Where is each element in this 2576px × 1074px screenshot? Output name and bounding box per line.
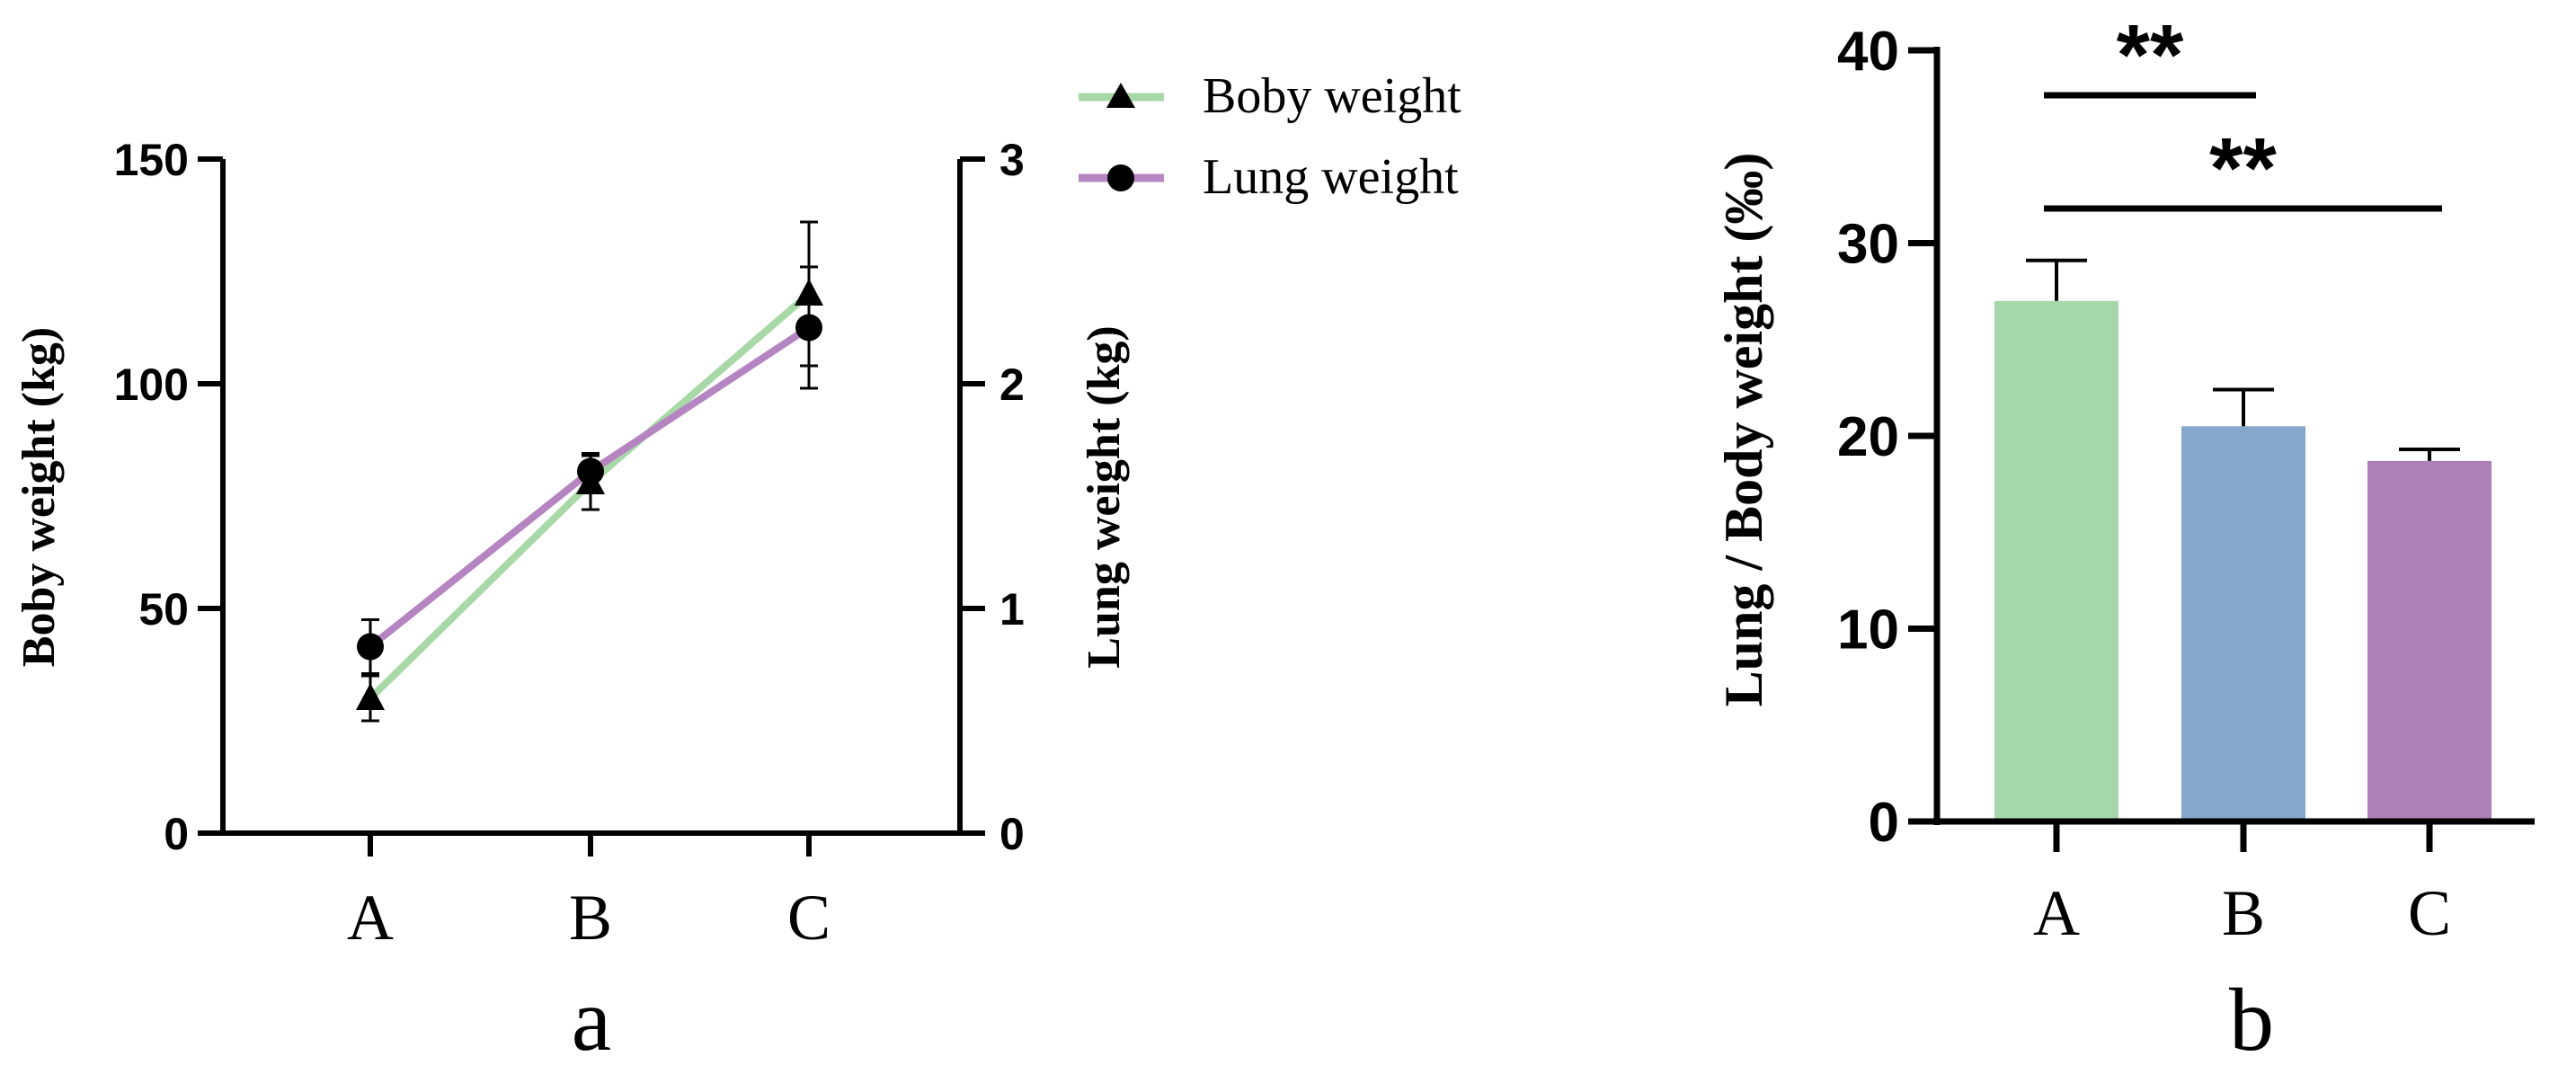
panel-b-bar-chart: 0 10 20 30 40 A B C ** ** Lung / Body weight (‰… <box>1714 7 2535 1070</box>
data-point-boby-weight <box>356 683 385 710</box>
bar-y-ticks: 0 10 20 30 40 <box>1837 21 1937 854</box>
data-point-boby-weight <box>795 279 823 306</box>
bar-y-tick-label: 10 <box>1837 599 1899 661</box>
bar-x-tick-label-b: B <box>2222 877 2265 949</box>
bar-x-ticks: A B C <box>2033 821 2451 949</box>
right-y-tick-label: 3 <box>999 135 1025 185</box>
right-y-ticks: 0 1 2 3 <box>960 135 1025 859</box>
bar-a <box>1994 300 2119 822</box>
x-tick-label-b: B <box>569 882 612 954</box>
right-y-tick-label: 1 <box>999 584 1025 635</box>
panel-label-b: b <box>2229 970 2274 1070</box>
bar-x-tick-label-a: A <box>2033 877 2080 949</box>
bar-y-tick-label: 30 <box>1837 214 1899 276</box>
bar-x-tick-label-c: C <box>2408 877 2451 949</box>
panel-a-line-chart: 0 50 100 150 0 1 2 3 A B C Boby weight (kg) Lung… <box>13 68 1461 1070</box>
left-y-tick-label: 50 <box>138 584 189 635</box>
significance-label: ** <box>2117 7 2184 103</box>
x-tick-label-c: C <box>787 882 831 954</box>
x-ticks: A B C <box>347 833 831 954</box>
left-y-ticks: 0 50 100 150 <box>114 135 223 859</box>
bars <box>1994 300 2492 822</box>
data-point-lung-weight <box>357 633 384 661</box>
left-y-axis-title: Boby weight (kg) <box>13 327 65 667</box>
legend-label-lung-weight: Lung weight <box>1203 149 1459 205</box>
right-y-tick-label: 0 <box>999 809 1025 859</box>
legend: Boby weight Lung weight <box>1079 68 1461 205</box>
right-y-axis-title: Lung weight (kg) <box>1079 325 1130 668</box>
left-y-tick-label: 100 <box>114 359 189 410</box>
significance-label: ** <box>2209 120 2277 217</box>
x-tick-label-a: A <box>347 882 394 954</box>
panel-label-a: a <box>572 970 611 1070</box>
left-y-tick-label: 0 <box>164 809 189 859</box>
data-point-lung-weight <box>795 314 822 342</box>
legend-label-boby-weight: Boby weight <box>1203 68 1461 124</box>
left-y-tick-label: 150 <box>114 135 189 185</box>
data-point-lung-weight <box>577 457 604 485</box>
bar-y-axis-title: Lung / Body weight (‰) <box>1714 153 1773 707</box>
bar-c <box>2367 460 2492 821</box>
series-markers <box>356 279 823 710</box>
legend-triangle-marker <box>1106 83 1135 108</box>
bar-error-bars <box>2026 258 2460 461</box>
legend-circle-marker <box>1107 164 1134 191</box>
bar-b <box>2181 426 2305 821</box>
bar-y-tick-label: 0 <box>1869 792 1899 854</box>
bar-y-tick-label: 40 <box>1837 21 1899 83</box>
significance-brackets: ** ** <box>2044 7 2442 217</box>
bar-y-tick-label: 20 <box>1837 406 1899 468</box>
right-y-tick-label: 2 <box>999 359 1025 410</box>
